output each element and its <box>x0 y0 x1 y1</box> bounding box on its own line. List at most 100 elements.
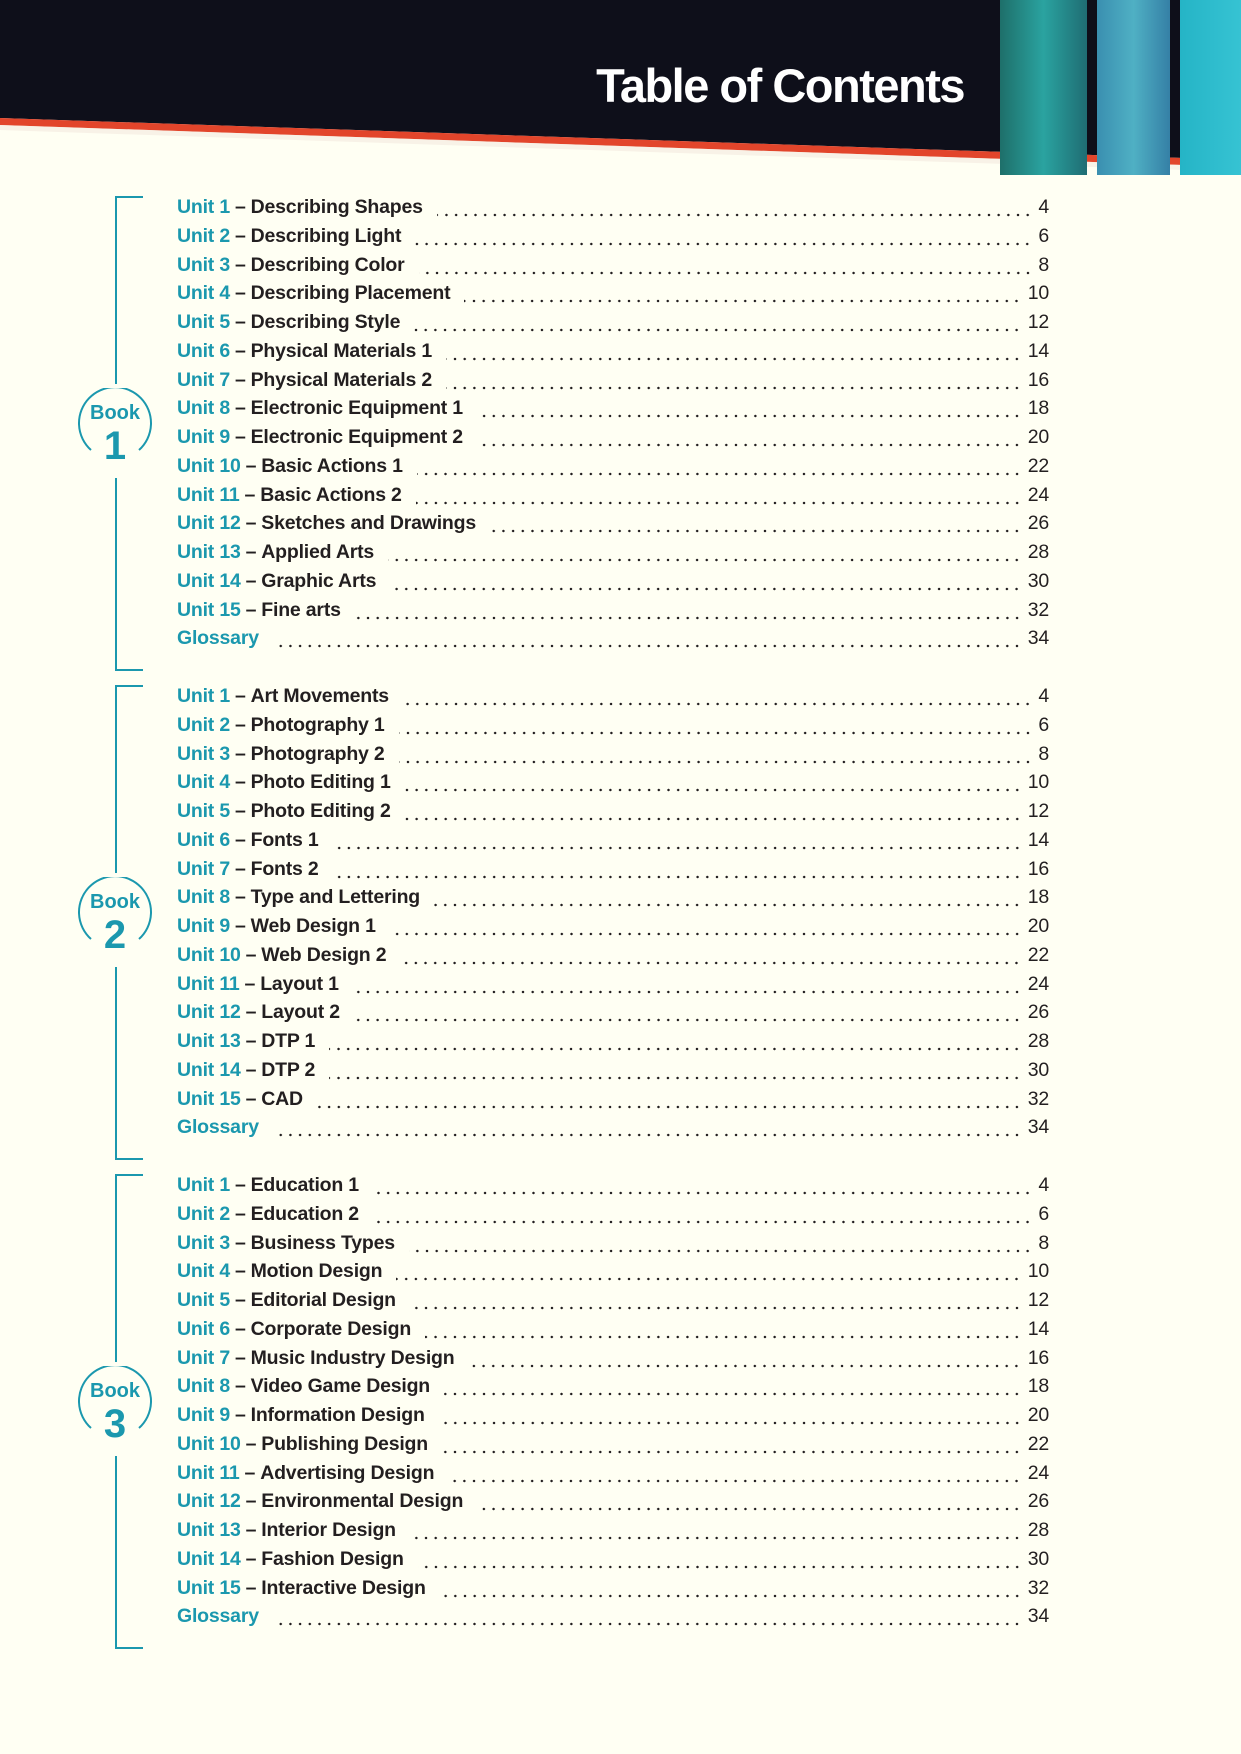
unit-title[interactable]: Corporate Design <box>250 1317 412 1340</box>
unit-label[interactable]: Unit 3 <box>177 1231 230 1254</box>
toc-entry[interactable]: Unit 9– Information Design 20 <box>177 1404 1049 1432</box>
toc-entry[interactable]: Unit 11– Advertising Design 24 <box>177 1462 1049 1490</box>
unit-label[interactable]: Unit 5 <box>177 800 230 822</box>
toc-entry[interactable]: Unit 13– Applied Arts 28 <box>177 541 1049 569</box>
unit-label[interactable]: Unit 5 <box>177 311 230 333</box>
unit-label[interactable]: Unit 12 <box>177 1001 241 1024</box>
unit-label[interactable]: Unit 14 <box>177 1058 241 1081</box>
unit-title[interactable]: Electronic Equipment 1 <box>250 397 464 420</box>
unit-title[interactable]: Photography 2 <box>250 742 385 765</box>
unit-title[interactable]: Basic Actions 1 <box>261 454 403 477</box>
toc-entry[interactable]: Unit 5– Editorial Design 12 <box>177 1289 1049 1317</box>
toc-entry[interactable]: Unit 8– Electronic Equipment 1 18 <box>177 397 1049 425</box>
unit-title[interactable]: Layout 2 <box>261 1001 340 1024</box>
unit-title[interactable]: Electronic Equipment 2 <box>250 426 464 448</box>
unit-title[interactable]: DTP 2 <box>261 1058 316 1081</box>
toc-entry[interactable]: Unit 9– Web Design 1 20 <box>177 915 1049 943</box>
unit-title[interactable]: CAD <box>261 1087 303 1110</box>
unit-label[interactable]: Unit 2 <box>177 713 230 736</box>
unit-title[interactable]: Photography 1 <box>250 713 385 736</box>
toc-entry[interactable]: Unit 10– Publishing Design 22 <box>177 1433 1049 1461</box>
unit-title[interactable]: Interactive Design <box>261 1576 426 1599</box>
unit-label[interactable]: Unit 11 <box>177 1461 240 1484</box>
unit-label[interactable]: Unit 2 <box>177 224 230 247</box>
unit-label[interactable]: Unit 3 <box>177 253 230 276</box>
unit-label[interactable]: Unit 12 <box>177 512 241 535</box>
unit-title[interactable]: Graphic Arts <box>261 569 377 592</box>
unit-title[interactable]: Physical Materials 1 <box>250 339 433 362</box>
unit-label[interactable]: Unit 8 <box>177 886 230 909</box>
toc-entry[interactable]: Unit 11– Basic Actions 2 24 <box>177 484 1049 512</box>
toc-entry[interactable]: Unit 3– Photography 2 8 <box>177 743 1049 771</box>
toc-entry[interactable]: Unit 7– Fonts 2 16 <box>177 858 1049 886</box>
toc-entry[interactable]: Unit 10– Basic Actions 1 22 <box>177 455 1049 483</box>
toc-entry[interactable]: Unit 13– DTP 1 28 <box>177 1030 1049 1058</box>
toc-entry[interactable]: Unit 5– Photo Editing 2 12 <box>177 800 1049 828</box>
toc-entry[interactable]: Unit 15– CAD 32 <box>177 1088 1049 1116</box>
toc-entry[interactable]: Unit 4– Describing Placement 10 <box>177 282 1049 310</box>
toc-entry[interactable]: Unit 8– Video Game Design 18 <box>177 1375 1049 1403</box>
unit-label[interactable]: Unit 8 <box>177 1375 230 1398</box>
unit-title[interactable]: Photo Editing 2 <box>250 800 391 822</box>
unit-label[interactable]: Unit 6 <box>177 1317 230 1340</box>
unit-title[interactable]: Describing Shapes <box>250 196 423 218</box>
toc-entry[interactable]: Unit 1– Education 1 4 <box>177 1174 1049 1202</box>
toc-entry[interactable]: Unit 3– Describing Color 8 <box>177 254 1049 282</box>
unit-label[interactable]: Unit 4 <box>177 771 230 794</box>
toc-entry[interactable]: Unit 1– Art Movements 4 <box>177 685 1049 713</box>
toc-entry[interactable]: Glossary 34 <box>177 627 1049 655</box>
toc-entry[interactable]: Unit 5– Describing Style 12 <box>177 311 1049 339</box>
toc-entry[interactable]: Unit 6– Physical Materials 1 14 <box>177 340 1049 368</box>
unit-label[interactable]: Unit 15 <box>177 1087 241 1110</box>
toc-entry[interactable]: Unit 14– Graphic Arts 30 <box>177 570 1049 598</box>
unit-title[interactable]: Art Movements <box>250 685 389 707</box>
toc-entry[interactable]: Unit 14– Fashion Design 30 <box>177 1548 1049 1576</box>
unit-label[interactable]: Unit 15 <box>177 598 241 621</box>
unit-label[interactable]: Unit 10 <box>177 1432 241 1455</box>
unit-title[interactable]: Fine arts <box>261 598 341 621</box>
toc-entry[interactable]: Unit 12– Environmental Design 26 <box>177 1490 1049 1518</box>
unit-label[interactable]: Unit 4 <box>177 282 230 305</box>
unit-title[interactable]: Physical Materials 2 <box>250 368 433 391</box>
unit-label[interactable]: Unit 7 <box>177 857 230 880</box>
unit-title[interactable]: Fashion Design <box>261 1547 404 1570</box>
unit-label[interactable]: Unit 10 <box>177 454 241 477</box>
unit-label[interactable]: Unit 9 <box>177 1404 230 1426</box>
unit-label[interactable]: Unit 7 <box>177 1346 230 1369</box>
toc-entry[interactable]: Unit 9– Electronic Equipment 2 20 <box>177 426 1049 454</box>
unit-label[interactable]: Unit 9 <box>177 915 230 937</box>
unit-label[interactable]: Unit 13 <box>177 541 241 563</box>
toc-entry[interactable]: Unit 6– Corporate Design 14 <box>177 1318 1049 1346</box>
unit-label[interactable]: Unit 1 <box>177 196 230 218</box>
unit-label[interactable]: Unit 1 <box>177 685 230 707</box>
unit-label[interactable]: Glossary <box>177 1116 259 1139</box>
unit-label[interactable]: Unit 12 <box>177 1490 241 1513</box>
unit-title[interactable]: Business Types <box>250 1231 395 1254</box>
toc-entry[interactable]: Unit 13– Interior Design 28 <box>177 1519 1049 1547</box>
unit-label[interactable]: Unit 15 <box>177 1576 241 1599</box>
unit-label[interactable]: Unit 13 <box>177 1519 241 1541</box>
unit-title[interactable]: Interior Design <box>261 1519 396 1541</box>
unit-title[interactable]: Applied Arts <box>261 541 375 563</box>
unit-label[interactable]: Unit 6 <box>177 339 230 362</box>
unit-title[interactable]: Web Design 2 <box>261 943 387 966</box>
unit-label[interactable]: Unit 11 <box>177 972 240 995</box>
toc-entry[interactable]: Unit 3– Business Types 8 <box>177 1232 1049 1260</box>
unit-label[interactable]: Unit 6 <box>177 828 230 851</box>
toc-entry[interactable]: Unit 10– Web Design 2 22 <box>177 944 1049 972</box>
toc-entry[interactable]: Unit 15– Fine arts 32 <box>177 599 1049 627</box>
unit-title[interactable]: Describing Color <box>250 253 405 276</box>
unit-label[interactable]: Unit 14 <box>177 569 241 592</box>
unit-label[interactable]: Unit 9 <box>177 426 230 448</box>
unit-label[interactable]: Glossary <box>177 1605 259 1628</box>
unit-title[interactable]: Basic Actions 2 <box>260 483 402 506</box>
unit-title[interactable]: Fonts 1 <box>250 828 319 851</box>
toc-entry[interactable]: Glossary 34 <box>177 1605 1049 1633</box>
unit-label[interactable]: Unit 8 <box>177 397 230 420</box>
unit-title[interactable]: Describing Light <box>250 224 402 247</box>
toc-entry[interactable]: Unit 1– Describing Shapes 4 <box>177 196 1049 224</box>
toc-entry[interactable]: Unit 2– Describing Light 6 <box>177 225 1049 253</box>
unit-title[interactable]: Environmental Design <box>261 1490 464 1513</box>
unit-title[interactable]: Education 1 <box>250 1174 360 1196</box>
unit-title[interactable]: Music Industry Design <box>250 1346 455 1369</box>
